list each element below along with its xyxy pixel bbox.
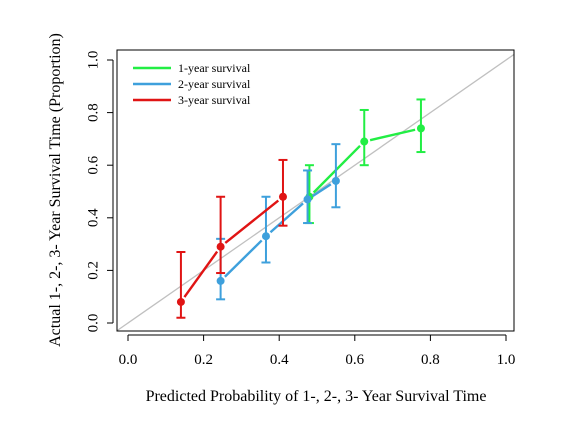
x-tick-label: 0.4: [270, 352, 289, 368]
x-axis-label: Predicted Probability of 1-, 2-, 3- Year…: [146, 388, 487, 405]
y-axis-label: Actual 1-, 2-, 3- Year Survival Time (Pr…: [47, 33, 64, 347]
legend-label-2: 2-year survival: [178, 77, 251, 91]
legend-label-3: 3-year survival: [178, 93, 251, 107]
series-1-point: [416, 124, 425, 133]
series-2-point: [216, 276, 225, 285]
series-2-point: [331, 176, 340, 185]
series-1-segment: [369, 128, 416, 142]
x-tick-label: 0.0: [119, 352, 138, 368]
series-2-point: [303, 195, 312, 204]
x-tick-label: 1.0: [497, 352, 516, 368]
y-tick-label: 0.8: [85, 103, 101, 122]
y-tick-label: 0.2: [85, 261, 101, 280]
y-tick-label: 0.6: [85, 155, 101, 174]
x-tick-label: 0.6: [345, 352, 364, 368]
series-1-point: [360, 137, 369, 146]
series-3-point: [278, 192, 287, 201]
series-3-point: [216, 242, 225, 251]
series-3-segment: [224, 199, 280, 244]
legend-label-1: 1-year survival: [178, 61, 251, 75]
y-tick-label: 0.4: [85, 208, 101, 227]
reference-diagonal-line: [117, 53, 514, 331]
series-2-point: [261, 232, 270, 241]
axes: 0.0 0.2 0.4 0.6 0.8 1.0 0.0 0.2 0.4 0.6 0.8 1.0 Pred…: [47, 33, 515, 405]
x-tick-label: 0.2: [194, 352, 213, 368]
plot-frame: [116, 49, 515, 332]
x-tick-label: 0.8: [421, 352, 440, 368]
series-2-segment: [224, 239, 263, 278]
y-tick-label: 0.0: [85, 314, 101, 333]
series-2-segment: [311, 183, 332, 198]
plot-area: [117, 53, 514, 331]
series-2-segment: [269, 202, 304, 234]
series-3-segment: [183, 250, 219, 298]
series-3-point: [176, 297, 185, 306]
y-tick-label: 1.0: [85, 51, 101, 70]
legend: 1-year survival 2-year survival 3-year sur…: [133, 61, 251, 107]
